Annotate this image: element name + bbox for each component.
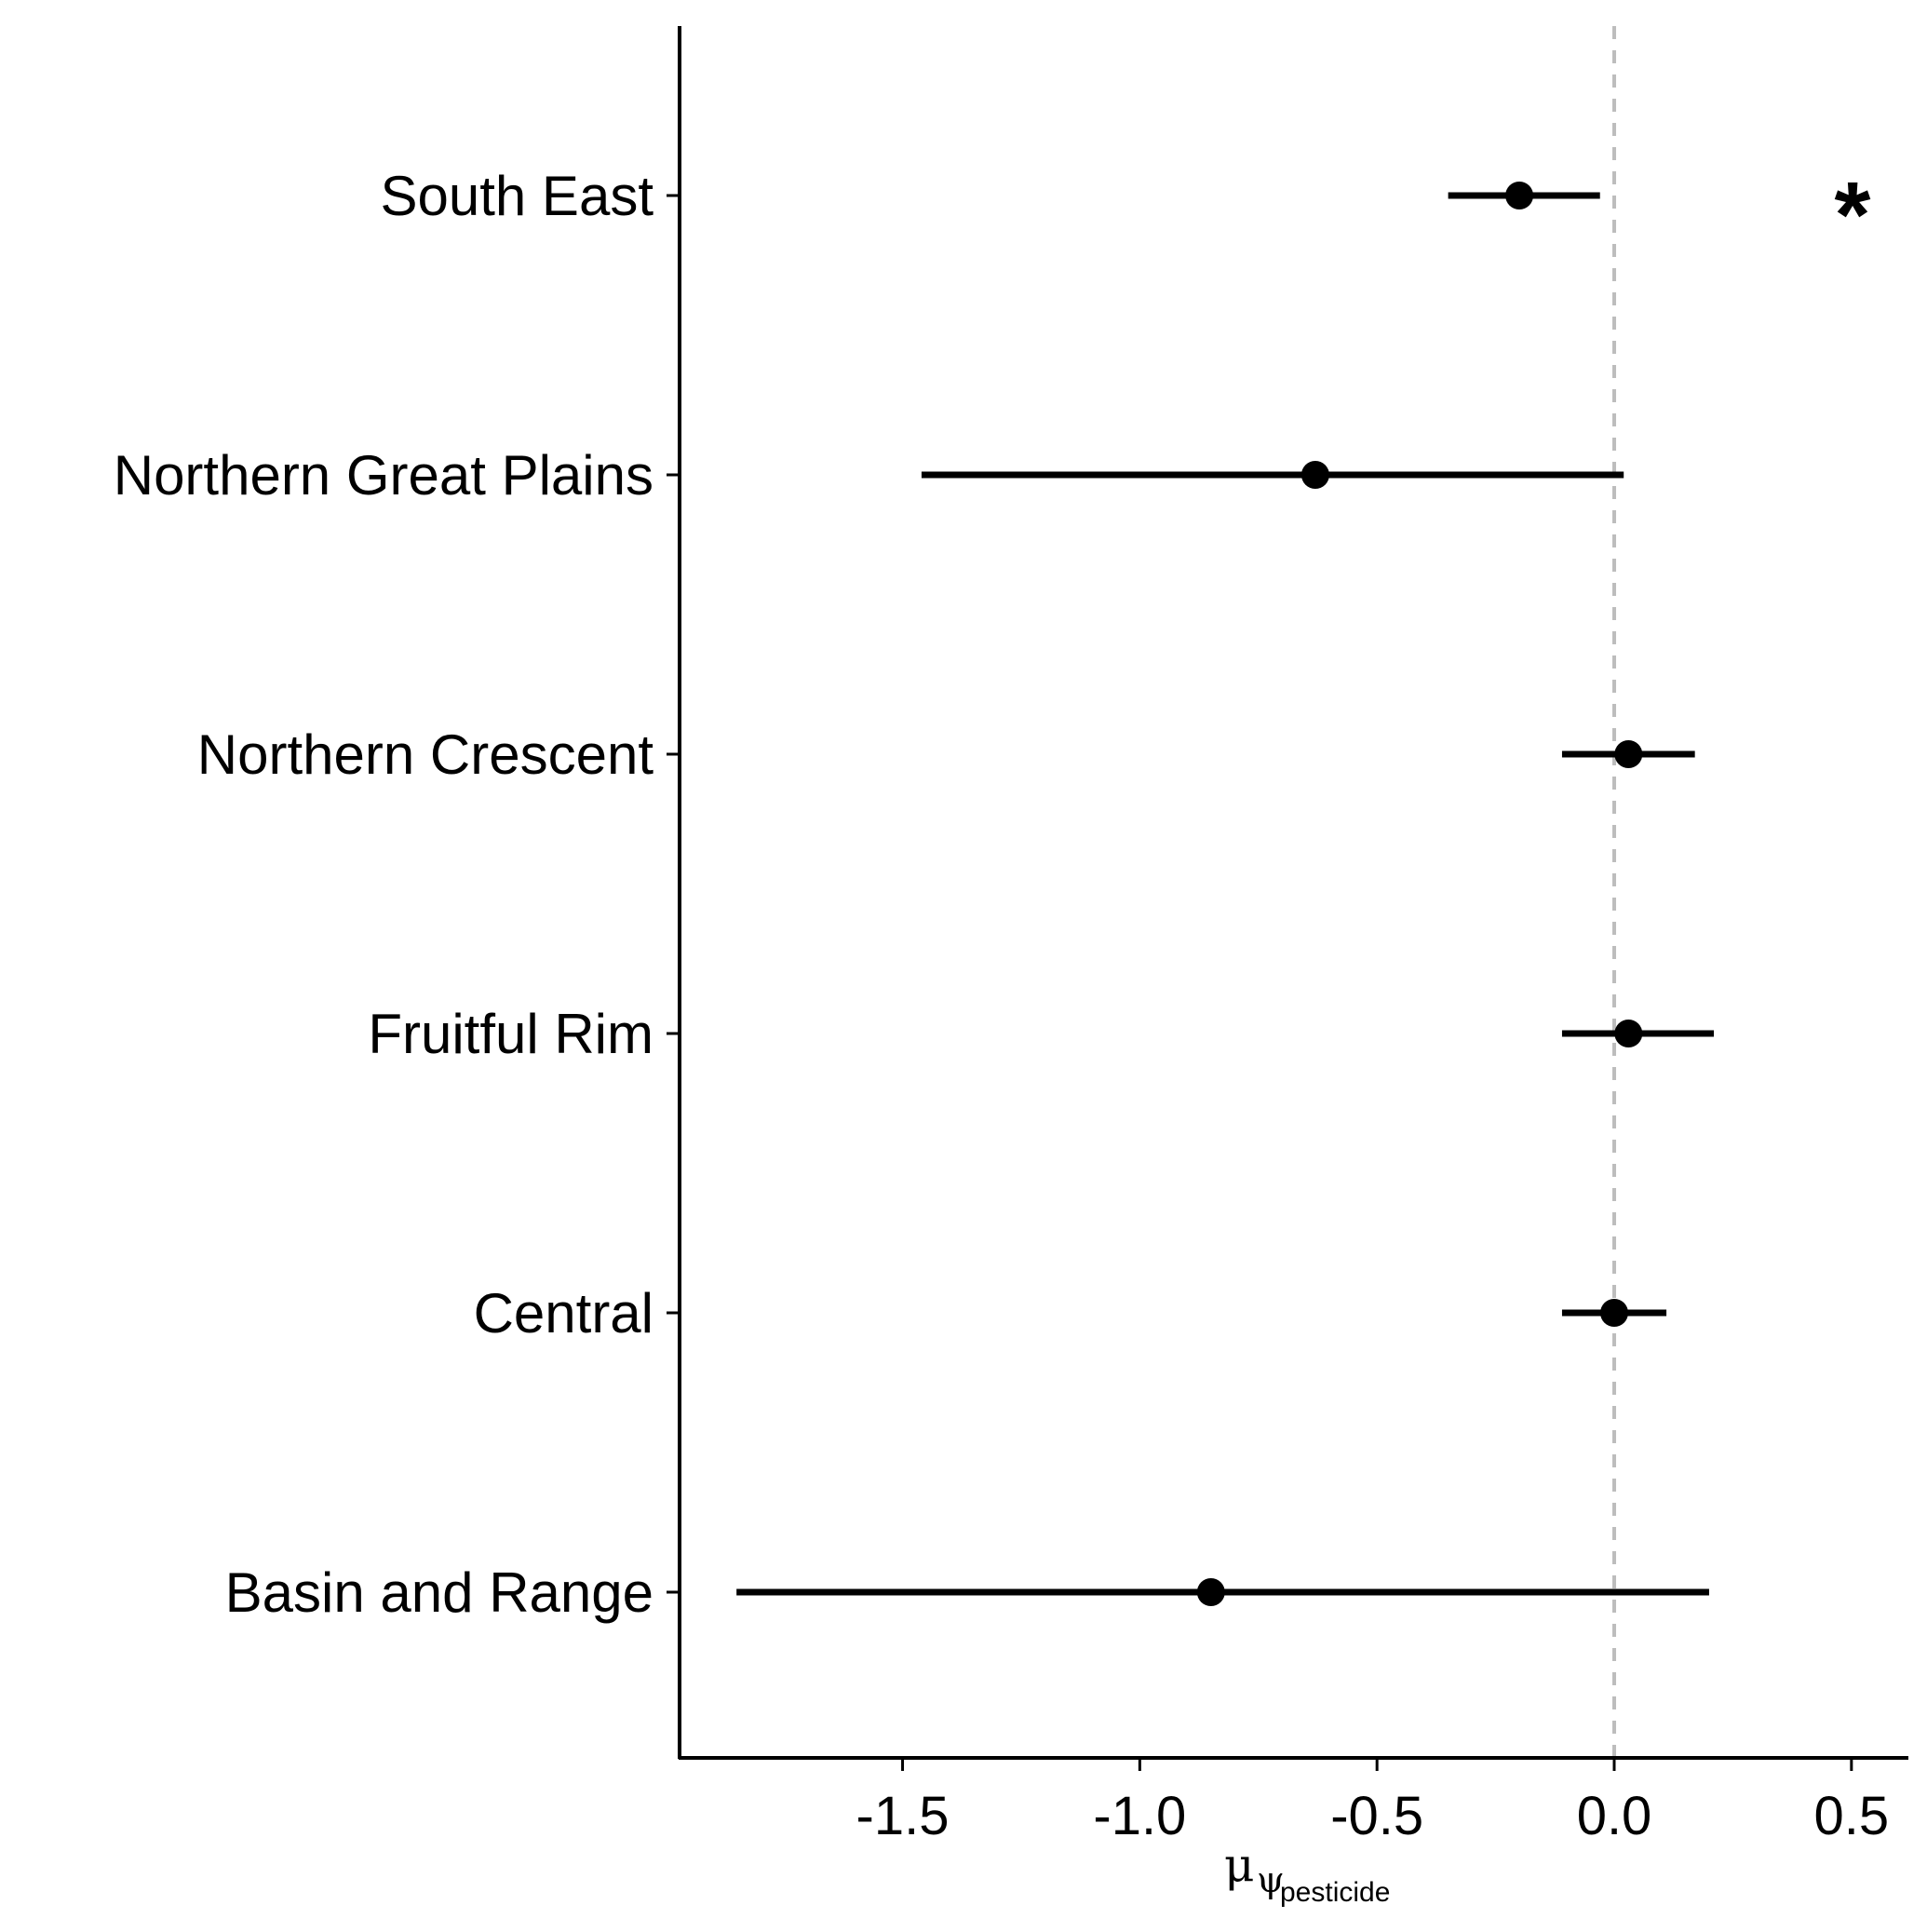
axes: -1.5 -1.0 -0.5 0.0 0.5 South East Northern Gre… [114, 26, 1908, 1846]
category-label: South East [380, 165, 654, 227]
x-tick-label: -1.5 [856, 1786, 950, 1846]
x-axis-title-mu: μ [1224, 1838, 1255, 1892]
estimate-point [1600, 1299, 1629, 1327]
x-axis-title-pesticide: pesticide [1280, 1877, 1390, 1908]
estimate-point [1505, 182, 1534, 209]
x-tick-label: 0.5 [1814, 1786, 1890, 1846]
x-tick-label: -0.5 [1330, 1786, 1423, 1846]
x-tick-label: -1.0 [1093, 1786, 1186, 1846]
estimate-point [1300, 461, 1329, 489]
x-axis-title-psi: ψ [1257, 1859, 1285, 1900]
category-label: Northern Crescent [197, 723, 654, 786]
estimate-point [1614, 740, 1643, 768]
category-label: Northern Great Plains [114, 444, 654, 507]
category-label: Fruitful Rim [368, 1003, 654, 1065]
estimate-point [1196, 1578, 1225, 1606]
category-label: Basin and Range [225, 1561, 654, 1624]
interval-layer: * [736, 163, 1871, 1606]
estimate-point [1614, 1020, 1643, 1047]
category-label: Central [474, 1282, 654, 1344]
x-tick-label: 0.0 [1577, 1786, 1652, 1846]
x-axis-title: μ ψ pesticide [1224, 1838, 1390, 1908]
significance-marker: * [1835, 163, 1871, 267]
